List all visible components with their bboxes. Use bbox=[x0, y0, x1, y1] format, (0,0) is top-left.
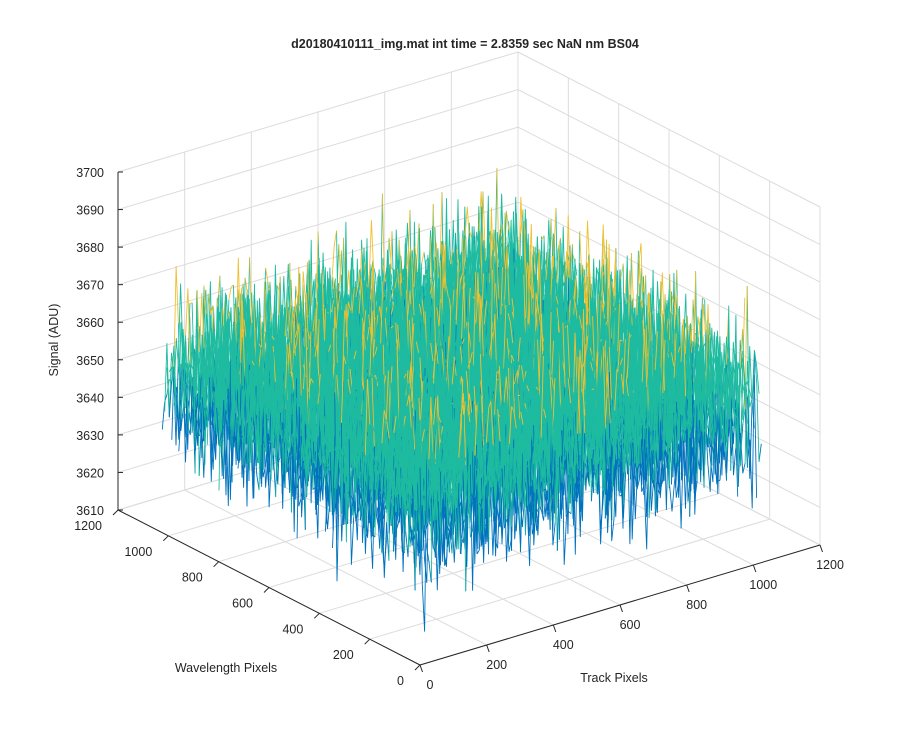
surface-mesh-line bbox=[370, 253, 576, 350]
surface-mesh-line bbox=[421, 429, 425, 442]
surface-mesh-line bbox=[284, 251, 570, 410]
x-tick-label: 1200 bbox=[816, 558, 844, 572]
x-tick-mark bbox=[552, 624, 557, 633]
surface-mesh-line bbox=[516, 309, 587, 416]
tick-labels: 0 200 400 600 800 1000 1200 0 200 400 600 800 1000 12… bbox=[74, 166, 844, 692]
x-tick-mark bbox=[486, 644, 490, 653]
grid-line bbox=[117, 89, 519, 211]
surface-mesh-line bbox=[243, 219, 554, 342]
x-tick-label: 600 bbox=[620, 618, 641, 632]
surface-mesh-line bbox=[235, 231, 473, 354]
surface-mesh-line bbox=[289, 272, 605, 395]
surface-mesh-line bbox=[490, 300, 571, 398]
surface-mesh-line bbox=[239, 220, 527, 389]
surface-mesh-line bbox=[203, 191, 512, 323]
surface-mesh-line bbox=[185, 250, 342, 365]
grid-line bbox=[319, 492, 720, 614]
x-tick-label: 800 bbox=[686, 598, 707, 612]
x-tick-label: 0 bbox=[427, 678, 434, 692]
surface-mesh-line bbox=[474, 339, 666, 456]
grid-line bbox=[117, 201, 519, 323]
y-axis-label: Wavelength Pixels bbox=[175, 661, 277, 675]
grid-line bbox=[117, 126, 519, 248]
z-tick-label: 3660 bbox=[76, 316, 104, 330]
surface-mesh-line bbox=[228, 168, 500, 300]
y-tick-mark bbox=[414, 664, 421, 671]
surface-mesh-line bbox=[466, 346, 612, 441]
surface-mesh-line bbox=[595, 293, 599, 368]
z-tick-label: 3680 bbox=[76, 241, 104, 255]
z-tick-label: 3690 bbox=[76, 204, 104, 218]
y-tick-mark bbox=[364, 638, 371, 645]
surface-mesh-line bbox=[385, 292, 680, 432]
y-tick-label: 1200 bbox=[74, 519, 102, 533]
z-tick-label: 3700 bbox=[76, 166, 104, 180]
y-tick-mark bbox=[213, 561, 220, 568]
surface-mesh-line bbox=[590, 320, 651, 383]
x-tick-label: 400 bbox=[553, 638, 574, 652]
y-tick-label: 1000 bbox=[124, 545, 152, 559]
surface-mesh-line bbox=[426, 344, 760, 554]
z-tick-label: 3610 bbox=[76, 504, 104, 518]
surface-mesh-line bbox=[196, 252, 425, 353]
surface-mesh-line bbox=[417, 396, 753, 592]
surface-mesh-line bbox=[217, 209, 411, 307]
surface-mesh bbox=[161, 168, 762, 632]
y-tick-label: 600 bbox=[232, 597, 253, 611]
axes bbox=[112, 171, 823, 673]
x-tick-mark bbox=[819, 544, 823, 553]
y-tick-mark bbox=[112, 509, 119, 516]
surface-mesh-line bbox=[259, 237, 561, 369]
grid-line bbox=[517, 89, 821, 246]
x-tick-label: 200 bbox=[486, 658, 507, 672]
surface-mesh-line bbox=[408, 291, 696, 420]
y-tick-label: 400 bbox=[282, 622, 303, 636]
grid-line bbox=[517, 126, 821, 283]
z-axis-label: Signal (ADU) bbox=[47, 304, 61, 377]
y-tick-label: 200 bbox=[333, 648, 354, 662]
surface-mesh-line bbox=[272, 229, 606, 382]
surface-mesh-line bbox=[294, 244, 573, 338]
x-tick-mark bbox=[686, 584, 690, 593]
surface-mesh-line bbox=[300, 233, 529, 352]
surface-mesh-line bbox=[521, 271, 697, 407]
z-tick-label: 3650 bbox=[76, 354, 104, 368]
surface-mesh-line bbox=[312, 208, 557, 332]
surface-mesh-line bbox=[437, 328, 648, 444]
x-tick-mark bbox=[752, 564, 757, 573]
surface-mesh-line bbox=[481, 285, 748, 455]
surface-mesh-line bbox=[173, 191, 486, 375]
chart-title: d20180410111_img.mat int time = 2.8359 s… bbox=[291, 37, 639, 51]
z-tick-label: 3670 bbox=[76, 279, 104, 293]
z-tick-label: 3630 bbox=[76, 429, 104, 443]
y-tick-label: 800 bbox=[182, 571, 203, 585]
grid-line bbox=[517, 51, 821, 208]
x-axis-label: Track Pixels bbox=[580, 671, 648, 685]
surface-mesh-line bbox=[419, 350, 762, 632]
x-tick-mark bbox=[419, 664, 423, 673]
grid-line bbox=[117, 51, 519, 173]
x-tick-mark bbox=[619, 604, 623, 613]
surface-mesh-line bbox=[253, 237, 433, 365]
y-tick-label: 0 bbox=[397, 674, 404, 688]
y-tick-mark bbox=[162, 535, 169, 542]
grid-line bbox=[517, 164, 821, 321]
grid-line bbox=[117, 164, 519, 286]
grid-line bbox=[369, 518, 770, 640]
y-tick-mark bbox=[263, 587, 270, 593]
y-tick-mark bbox=[313, 612, 320, 619]
z-tick-label: 3620 bbox=[76, 466, 104, 480]
z-tick-label: 3640 bbox=[76, 391, 104, 405]
surface-mesh-line bbox=[472, 271, 477, 366]
x-tick-label: 1000 bbox=[749, 578, 777, 592]
